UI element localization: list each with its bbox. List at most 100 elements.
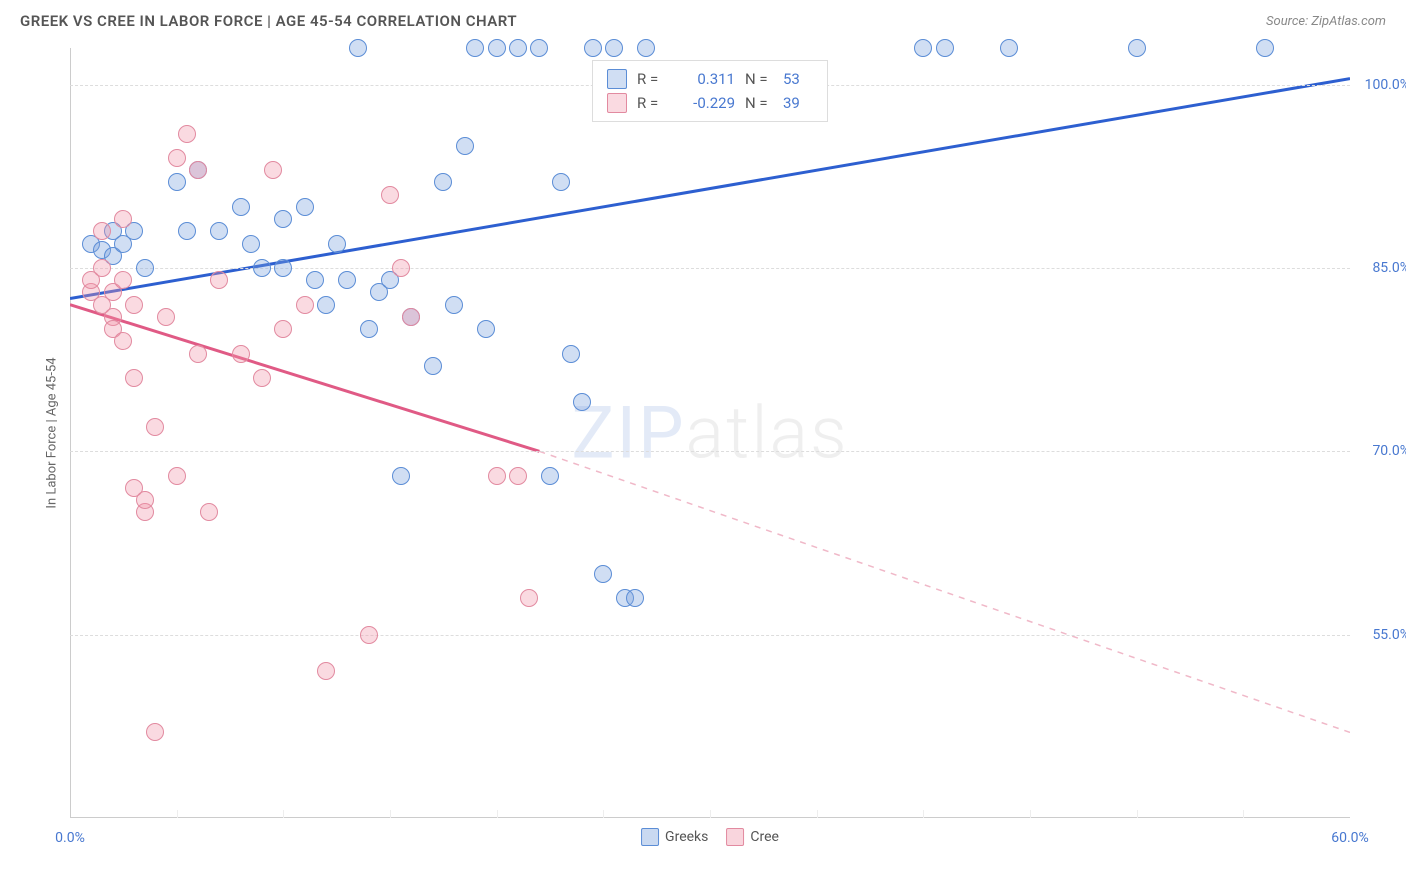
data-point [264,161,282,179]
data-point [338,271,356,289]
data-point [296,296,314,314]
legend-n-value: 53 [783,70,813,88]
legend-swatch [607,93,627,113]
data-point [914,39,932,57]
data-point [242,235,260,253]
data-point [210,271,228,289]
data-point [274,320,292,338]
gridline-h [70,451,1350,452]
legend-n-value: 39 [783,94,813,112]
legend-swatch [726,828,744,846]
data-point [232,198,250,216]
xtick-minor [177,810,178,818]
data-point [562,345,580,363]
data-point [274,210,292,228]
data-point [114,332,132,350]
data-point [541,467,559,485]
source-label: Source: ZipAtlas.com [1266,14,1386,29]
data-point [232,345,250,363]
data-point [573,393,591,411]
data-point [509,467,527,485]
data-point [434,173,452,191]
y-axis-label: In Labor Force | Age 45-54 [45,357,60,508]
data-point [200,503,218,521]
data-point [306,271,324,289]
data-point [488,467,506,485]
ytick-label: 55.0% [1372,627,1406,643]
data-point [594,565,612,583]
chart-title: GREEK VS CREE IN LABOR FORCE | AGE 45-54… [20,12,517,30]
data-point [157,308,175,326]
legend-label: Cree [750,829,779,845]
data-point [253,259,271,277]
legend-n-label: N = [745,94,773,112]
data-point [1000,39,1018,57]
legend-r-label: R = [637,70,665,88]
legend-swatch [641,828,659,846]
data-point [125,296,143,314]
data-point [274,259,292,277]
xtick-minor [817,810,818,818]
xtick-minor [1137,810,1138,818]
gridline-h [70,635,1350,636]
data-point [392,259,410,277]
xtick-minor [923,810,924,818]
data-point [509,39,527,57]
data-point [381,186,399,204]
xtick-minor [283,810,284,818]
data-point [168,173,186,191]
data-point [168,467,186,485]
ytick-label: 70.0% [1372,443,1406,459]
data-point [168,149,186,167]
data-point [1128,39,1146,57]
data-point [637,39,655,57]
data-point [146,723,164,741]
legend-swatch [607,69,627,89]
legend-item: Cree [726,828,779,846]
data-point [1256,39,1274,57]
chart-container: In Labor Force | Age 45-54 ZIPatlas R = … [20,38,1386,868]
data-point [360,626,378,644]
data-point [424,357,442,375]
data-point [189,161,207,179]
ytick-label: 85.0% [1372,260,1406,276]
data-point [402,308,420,326]
data-point [584,39,602,57]
watermark: ZIPatlas [571,391,848,476]
legend-label: Greeks [665,829,708,845]
ytick-label: 100.0% [1365,77,1406,93]
data-point [146,418,164,436]
data-point [114,210,132,228]
data-point [178,222,196,240]
data-point [520,589,538,607]
data-point [317,296,335,314]
data-point [136,259,154,277]
data-point [210,222,228,240]
data-point [328,235,346,253]
data-point [93,259,111,277]
data-point [360,320,378,338]
data-point [93,222,111,240]
xtick-label: 60.0% [1331,830,1369,846]
legend-r-value: -0.229 [675,94,735,112]
data-point [296,198,314,216]
data-point [477,320,495,338]
data-point [178,125,196,143]
xtick-minor [603,810,604,818]
xtick-minor [497,810,498,818]
y-axis [70,48,71,818]
data-point [530,39,548,57]
data-point [125,369,143,387]
correlation-legend: R = 0.311 N = 53 R = -0.229 N = 39 [592,60,828,122]
data-point [605,39,623,57]
data-point [445,296,463,314]
data-point [626,589,644,607]
data-point [114,271,132,289]
legend-r-value: 0.311 [675,70,735,88]
xtick-minor [1243,810,1244,818]
data-point [392,467,410,485]
data-point [552,173,570,191]
xtick-minor [1030,810,1031,818]
xtick-minor [390,810,391,818]
data-point [936,39,954,57]
